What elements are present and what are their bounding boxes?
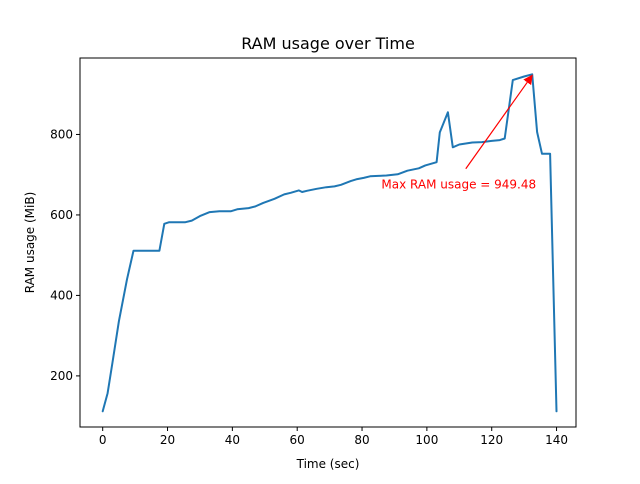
x-tick-label: 20 (160, 433, 175, 447)
x-axis-label: Time (sec) (296, 457, 360, 471)
x-axis: 0 20 40 60 80 100 120 140 (99, 427, 568, 447)
x-tick-label: 80 (354, 433, 369, 447)
x-tick-label: 60 (290, 433, 305, 447)
y-tick-label: 800 (50, 127, 73, 141)
y-tick-label: 200 (50, 369, 73, 383)
max-annotation: Max RAM usage = 949.48 (381, 74, 536, 192)
y-tick-label: 600 (50, 208, 73, 222)
x-tick-label: 120 (480, 433, 503, 447)
y-axis: 200 400 600 800 (50, 127, 80, 383)
annotation-text: Max RAM usage = 949.48 (381, 178, 536, 192)
x-tick-label: 0 (99, 433, 107, 447)
chart-title: RAM usage over Time (241, 34, 415, 53)
x-tick-label: 100 (415, 433, 438, 447)
y-tick-label: 400 (50, 288, 73, 302)
plot-area (101, 73, 558, 413)
annotation-arrow (465, 74, 533, 170)
y-axis-label: RAM usage (MiB) (23, 192, 37, 294)
x-tick-label: 140 (545, 433, 568, 447)
ram-usage-line (101, 73, 558, 413)
x-tick-label: 40 (225, 433, 240, 447)
axes-frame (79, 57, 577, 428)
